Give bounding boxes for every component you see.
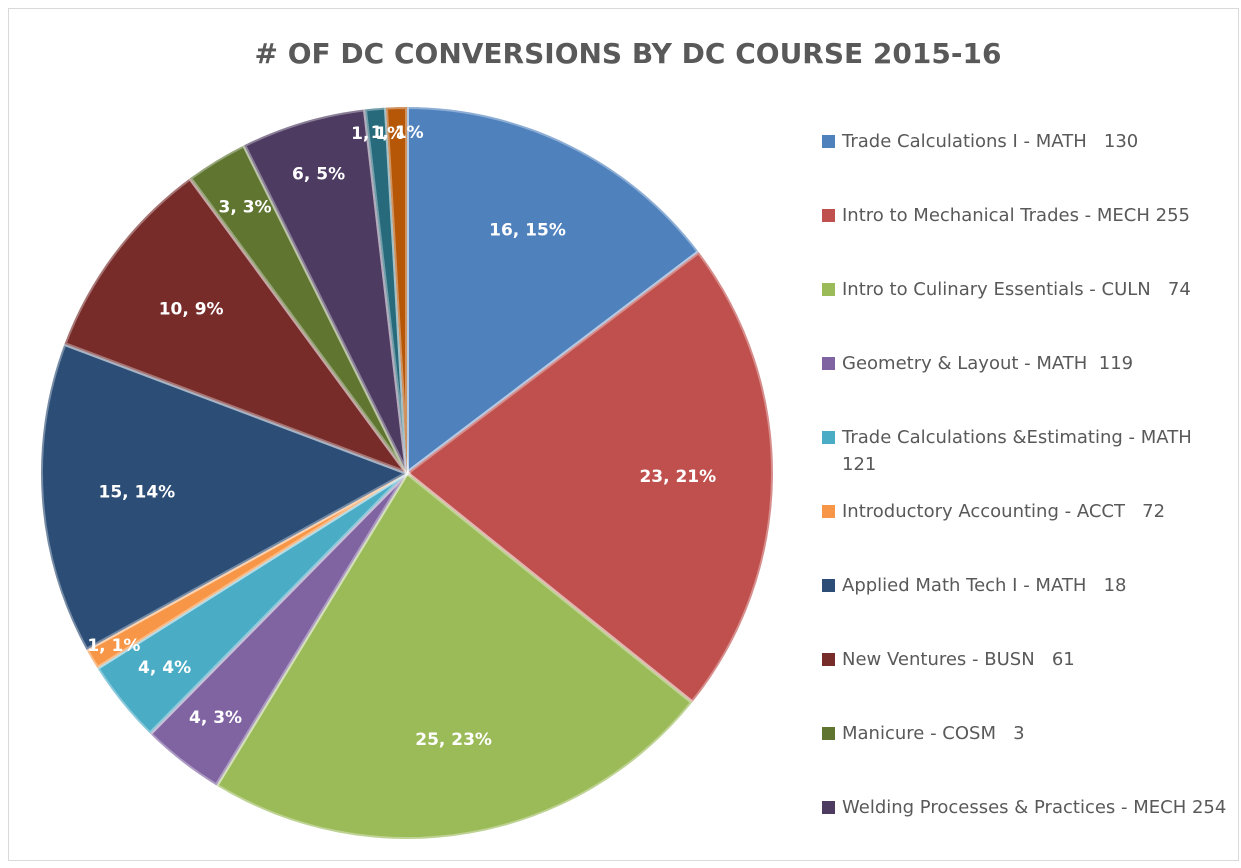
legend-label: Introductory Accounting - ACCT 72 xyxy=(842,501,1166,522)
legend-label: Intro to Culinary Essentials - CULN 74 xyxy=(842,279,1191,300)
data-label: 1, 1% xyxy=(371,123,424,143)
legend-swatch xyxy=(822,431,835,444)
legend-label: Manicure - COSM 3 xyxy=(842,723,1025,744)
pie-slice xyxy=(383,104,409,474)
legend-item: Intro to Mechanical Trades - MECH 255 xyxy=(822,202,1227,276)
data-label: 10, 9% xyxy=(159,299,224,319)
legend-label: Applied Math Tech I - MATH 18 xyxy=(842,575,1127,596)
legend-label: Trade Calculations I - MATH 130 xyxy=(842,131,1139,152)
legend-swatch xyxy=(822,579,835,592)
legend-item: Manicure - COSM 3 xyxy=(822,720,1227,794)
pie-slice xyxy=(403,249,775,706)
data-label: 4, 4% xyxy=(138,658,191,678)
data-label: 1, 1% xyxy=(351,124,404,144)
pie-slice xyxy=(147,471,409,789)
legend-item: Introductory Accounting - ACCT 72 xyxy=(822,498,1227,572)
pie-slice xyxy=(39,341,412,653)
legend-item: Geometry & Layout - MATH 119 xyxy=(822,350,1227,424)
legend-swatch xyxy=(822,209,835,222)
chart-title: # OF DC CONVERSIONS BY DC COURSE 2015-16 xyxy=(255,37,1002,70)
legend-item: Intro to Culinary Essentials - CULN 74 xyxy=(822,276,1227,350)
pie-slice xyxy=(362,105,409,474)
chart-frame xyxy=(8,8,1239,861)
data-label: 4, 3% xyxy=(189,708,242,728)
legend-label: Trade Calculations &Estimating - MATH 12… xyxy=(842,427,1198,475)
legend-swatch xyxy=(822,801,835,814)
data-label: 3, 3% xyxy=(218,197,271,217)
legend-swatch xyxy=(822,653,835,666)
data-label: 16, 15% xyxy=(489,220,566,240)
legend-label: New Ventures - BUSN 61 xyxy=(842,649,1075,670)
data-label: 23, 21% xyxy=(639,467,716,487)
legend-label: Geometry & Layout - MATH 119 xyxy=(842,353,1134,374)
data-label: 15, 14% xyxy=(98,482,175,502)
legend-swatch xyxy=(822,283,835,296)
legend: Trade Calculations I - MATH 130 Intro to … xyxy=(822,128,1227,868)
pie-slice xyxy=(61,175,413,478)
data-label: 25, 23% xyxy=(415,730,492,750)
legend-swatch xyxy=(822,727,835,740)
pie-slice xyxy=(94,471,409,737)
legend-item: Welding Processes & Practices - MECH 254 xyxy=(822,794,1227,868)
data-label: 1, 1% xyxy=(87,636,140,656)
legend-item: Trade Calculations I - MATH 130 xyxy=(822,128,1227,202)
pie-slice xyxy=(405,104,702,478)
pie-slice xyxy=(83,471,409,671)
pie-slice xyxy=(187,142,409,475)
legend-label: Intro to Mechanical Trades - MECH 255 xyxy=(842,205,1190,226)
legend-swatch xyxy=(822,135,835,148)
data-label: 6, 5% xyxy=(292,165,345,185)
legend-item: Trade Calculations &Estimating - MATH 12… xyxy=(822,424,1227,498)
legend-item: Applied Math Tech I - MATH 18 xyxy=(822,572,1227,646)
legend-swatch xyxy=(822,505,835,518)
pie-slice xyxy=(241,107,409,474)
legend-label: Welding Processes & Practices - MECH 254 xyxy=(842,797,1227,818)
pie-slice xyxy=(213,470,696,841)
legend-item: New Ventures - BUSN 61 xyxy=(822,646,1227,720)
legend-swatch xyxy=(822,357,835,370)
